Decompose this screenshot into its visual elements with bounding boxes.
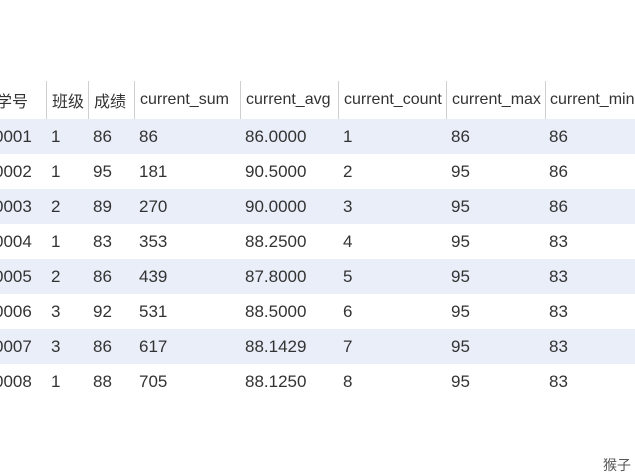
cell-current-avg: 86.0000 bbox=[245, 126, 307, 146]
cell-score: 88 bbox=[93, 371, 112, 391]
cell-current-min: 83 bbox=[549, 336, 568, 356]
cell-score: 89 bbox=[93, 196, 112, 216]
cell-current-avg: 88.1429 bbox=[245, 336, 307, 356]
cell-current-count: 5 bbox=[343, 266, 353, 286]
cell-current-max: 95 bbox=[451, 301, 470, 321]
cell-current-count: 7 bbox=[343, 336, 353, 356]
column-header-current-max[interactable]: current_max bbox=[446, 81, 545, 119]
cell-class: 1 bbox=[51, 231, 61, 251]
column-header-current-count[interactable]: current_count bbox=[338, 81, 446, 119]
column-header-student-id[interactable]: 学号 bbox=[0, 94, 29, 111]
cell-current-count: 8 bbox=[343, 371, 353, 391]
cell-class: 1 bbox=[51, 126, 61, 146]
cell-current-count: 6 bbox=[343, 301, 353, 321]
cell-current-max: 95 bbox=[451, 336, 470, 356]
cell-class: 2 bbox=[51, 266, 61, 286]
cell-score: 86 bbox=[93, 336, 112, 356]
cell-current-avg: 90.0000 bbox=[245, 196, 307, 216]
column-header-current-sum[interactable]: current_sum bbox=[134, 81, 240, 119]
cell-current-count: 1 bbox=[343, 126, 353, 146]
table-row[interactable]: 0007 3 86 617 88.1429 7 95 83 bbox=[0, 329, 635, 364]
cell-score: 92 bbox=[93, 301, 112, 321]
header-row: 学号 班级 成绩 current_sum current_avg current… bbox=[0, 81, 635, 119]
cell-current-sum: 705 bbox=[139, 371, 168, 391]
cell-current-count: 3 bbox=[343, 196, 353, 216]
cell-current-sum: 181 bbox=[139, 161, 168, 181]
cell-current-sum: 531 bbox=[139, 301, 168, 321]
column-header-score[interactable]: 成绩 bbox=[88, 81, 134, 119]
column-header-current-avg[interactable]: current_avg bbox=[240, 81, 338, 119]
cell-class: 2 bbox=[51, 196, 61, 216]
cell-current-count: 4 bbox=[343, 231, 353, 251]
cell-current-min: 83 bbox=[549, 266, 568, 286]
cell-current-avg: 88.5000 bbox=[245, 301, 307, 321]
cell-score: 86 bbox=[93, 126, 112, 146]
cell-current-avg: 87.8000 bbox=[245, 266, 307, 286]
table-row[interactable]: 0008 1 88 705 88.1250 8 95 83 bbox=[0, 364, 635, 399]
cell-current-min: 83 bbox=[549, 301, 568, 321]
column-header-class[interactable]: 班级 bbox=[46, 81, 88, 119]
cell-current-min: 86 bbox=[549, 161, 568, 181]
cell-score: 83 bbox=[93, 231, 112, 251]
cell-current-sum: 270 bbox=[139, 196, 168, 216]
cell-student-id: 0007 bbox=[0, 336, 32, 356]
cell-class: 3 bbox=[51, 301, 61, 321]
cell-class: 1 bbox=[51, 161, 61, 181]
cell-current-sum: 617 bbox=[139, 336, 168, 356]
cell-student-id: 0008 bbox=[0, 371, 32, 391]
cell-class: 1 bbox=[51, 371, 61, 391]
cell-current-max: 95 bbox=[451, 371, 470, 391]
cell-current-sum: 86 bbox=[139, 126, 158, 146]
cell-current-count: 2 bbox=[343, 161, 353, 181]
cell-current-sum: 439 bbox=[139, 266, 168, 286]
table-row[interactable]: 0004 1 83 353 88.2500 4 95 83 bbox=[0, 224, 635, 259]
cell-current-avg: 88.1250 bbox=[245, 371, 307, 391]
cell-current-max: 95 bbox=[451, 161, 470, 181]
cell-current-min: 86 bbox=[549, 196, 568, 216]
cell-current-max: 86 bbox=[451, 126, 470, 146]
watermark: 猴子 bbox=[603, 458, 631, 474]
cell-current-min: 86 bbox=[549, 126, 568, 146]
cell-current-avg: 90.5000 bbox=[245, 161, 307, 181]
cell-current-min: 83 bbox=[549, 371, 568, 391]
cell-current-max: 95 bbox=[451, 266, 470, 286]
cell-score: 95 bbox=[93, 161, 112, 181]
cell-current-min: 83 bbox=[549, 231, 568, 251]
cell-student-id: 0004 bbox=[0, 231, 32, 251]
result-grid: 学号 班级 成绩 current_sum current_avg current… bbox=[0, 81, 635, 399]
cell-current-avg: 88.2500 bbox=[245, 231, 307, 251]
cell-current-max: 95 bbox=[451, 196, 470, 216]
cell-current-sum: 353 bbox=[139, 231, 168, 251]
cell-class: 3 bbox=[51, 336, 61, 356]
cell-current-max: 95 bbox=[451, 231, 470, 251]
cell-score: 86 bbox=[93, 266, 112, 286]
column-header-current-min[interactable]: current_min bbox=[545, 81, 635, 119]
